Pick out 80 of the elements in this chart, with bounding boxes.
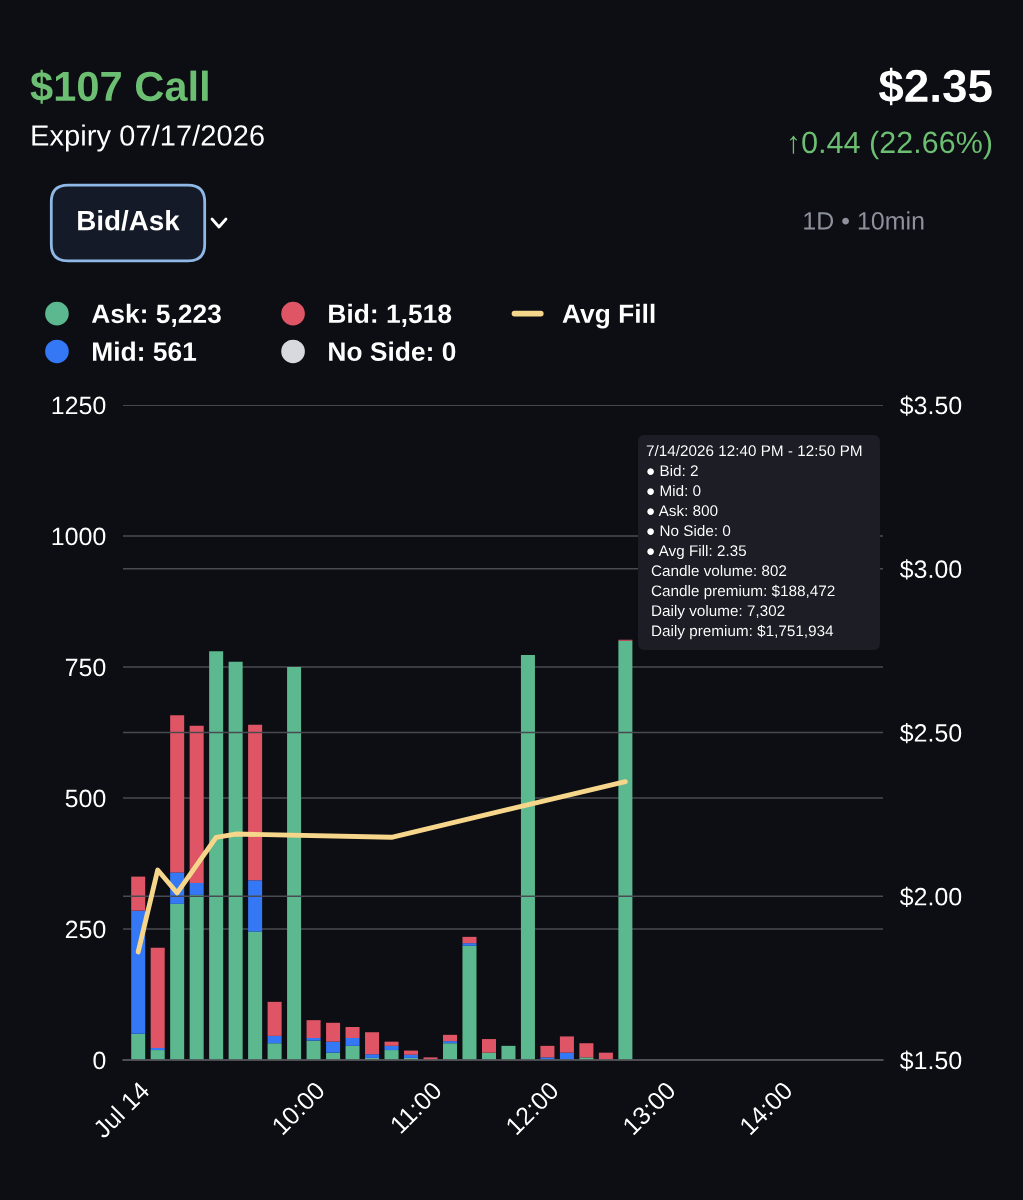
- annotation: Candle volume: 802: [651, 564, 787, 577]
- y-tick-label: 500: [65, 789, 106, 808]
- legend-label: Mid: 561: [93, 341, 197, 361]
- bar: [131, 1033, 146, 1060]
- text: 1D • 10min: [804, 211, 924, 230]
- bar: [384, 1041, 399, 1046]
- bar: [345, 1037, 360, 1046]
- bar: [462, 945, 477, 1060]
- annotation: ● Avg Fill: 2.35: [647, 544, 747, 560]
- bar: [345, 1026, 360, 1038]
- bar: [365, 1032, 380, 1055]
- bar: [189, 882, 204, 895]
- annotation: ● No Side: 0: [647, 524, 731, 537]
- bar: [559, 1036, 574, 1053]
- bar: [462, 943, 477, 946]
- bar: [287, 667, 302, 1060]
- bar: [150, 1047, 165, 1051]
- bar: [170, 903, 185, 1060]
- bar: [131, 910, 146, 1034]
- y2-tick-label: $2.00: [899, 886, 962, 908]
- bar: [150, 1050, 165, 1060]
- annotation: Daily premium: $1,751,934: [652, 624, 834, 640]
- bar: [618, 640, 633, 1060]
- bar: [267, 1001, 282, 1036]
- text: Bid/Ask: [78, 210, 180, 231]
- y-tick-label: 750: [65, 658, 106, 677]
- text: $2.35: [878, 67, 992, 106]
- line-series: [135, 779, 628, 955]
- legend-label: No Side: 0: [329, 341, 456, 361]
- y2-tick-label: $2.50: [899, 723, 962, 744]
- bar: [248, 931, 263, 1060]
- y2-tick-label: $1.50: [899, 1050, 962, 1071]
- bar: [384, 1045, 399, 1051]
- bar: [306, 1037, 321, 1041]
- annotation: Daily volume: 7,302: [652, 604, 785, 620]
- legend-label: Bid: 1,518: [329, 303, 452, 327]
- bar: [209, 651, 224, 1060]
- bar: [131, 876, 146, 911]
- bar: [501, 1045, 516, 1060]
- bar: [150, 947, 165, 1048]
- chart-title: $107 Call: [30, 69, 208, 104]
- bar: [462, 936, 477, 944]
- bar: [306, 1040, 321, 1060]
- bar: [306, 1020, 321, 1038]
- chart-subtitle: Expiry 07/17/2026: [32, 124, 264, 152]
- bar: [189, 894, 204, 1060]
- bar: [326, 1041, 341, 1053]
- bar: [345, 1045, 360, 1060]
- bar: [404, 1050, 419, 1055]
- annotation: 7/14/2026 12:40 PM - 12:50 PM: [646, 444, 862, 457]
- bar: [520, 654, 535, 1060]
- bar: [267, 1035, 282, 1044]
- y2-tick-label: $3.00: [899, 559, 962, 580]
- annotation: Candle premium: $188,472: [651, 584, 835, 600]
- bar: [170, 715, 185, 873]
- bar: [442, 1041, 458, 1044]
- bar: [481, 1039, 496, 1053]
- bar: [248, 880, 263, 932]
- text: ↑0.44 (22.66%): [789, 130, 992, 160]
- bar: [326, 1022, 341, 1042]
- y-tick-label: 1250: [52, 396, 106, 415]
- legend-label: Avg Fill: [562, 303, 655, 329]
- bar: [579, 1043, 594, 1058]
- annotation: ● Mid: 0: [647, 484, 701, 497]
- bar: [442, 1034, 458, 1042]
- legend-label: Ask: 5,223: [91, 303, 221, 327]
- bar: [228, 661, 243, 1060]
- annotation: ● Bid: 2: [647, 464, 698, 477]
- y-tick-label: 1000: [52, 527, 106, 546]
- bar: [384, 1050, 399, 1060]
- y-tick-label: 250: [65, 920, 106, 939]
- bar: [189, 725, 204, 883]
- bar: [248, 724, 263, 881]
- bar: [267, 1043, 282, 1060]
- y-tick-label: 0: [93, 1051, 106, 1070]
- bar: [442, 1043, 458, 1060]
- x-tick-label: Jul 14: [91, 1079, 151, 1140]
- y2-tick-label: $3.50: [899, 395, 962, 416]
- annotation: ● Ask: 800: [647, 504, 718, 517]
- bar: [540, 1045, 555, 1058]
